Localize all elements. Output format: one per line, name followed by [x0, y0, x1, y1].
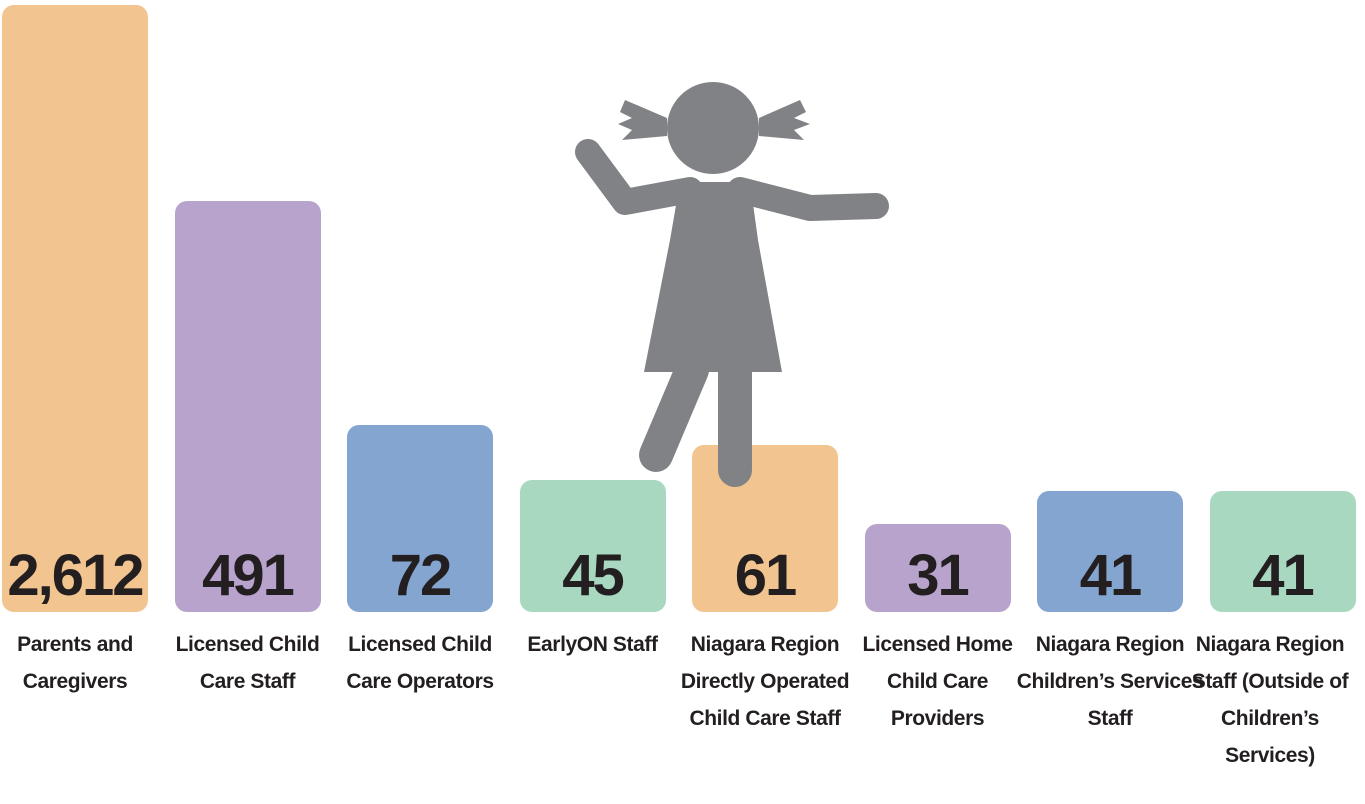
bar: [1209, 491, 1356, 612]
bar: [347, 425, 493, 612]
value-label: 41: [1079, 543, 1143, 608]
value-label: 45: [562, 543, 625, 608]
value-label: 31: [907, 543, 970, 608]
category-label: Niagara Region Directly Operated Child C…: [680, 633, 850, 730]
category-label: Niagara Region Staff (Outside of Childre…: [1191, 633, 1349, 767]
value-label: 61: [734, 543, 798, 608]
bar: [864, 524, 1011, 612]
category-label: EarlyON Staff: [527, 633, 658, 656]
value-label: 41: [1252, 543, 1315, 608]
bar: [519, 480, 666, 612]
value-label: 491: [202, 543, 295, 608]
bar: [2, 5, 148, 612]
category-label: Licensed Child Care Staff: [175, 633, 320, 693]
bar: [692, 444, 838, 612]
category-label: Niagara Region Children’s Services Staff: [1016, 633, 1204, 730]
category-label: Licensed Child Care Operators: [346, 633, 494, 693]
bar: [1037, 491, 1183, 612]
bar: [174, 200, 321, 612]
value-label: 2,612: [7, 543, 144, 608]
value-label: 72: [389, 543, 453, 608]
category-label: Parents and Caregivers: [17, 633, 133, 693]
category-label: Licensed Home Child Care Providers: [862, 633, 1013, 730]
